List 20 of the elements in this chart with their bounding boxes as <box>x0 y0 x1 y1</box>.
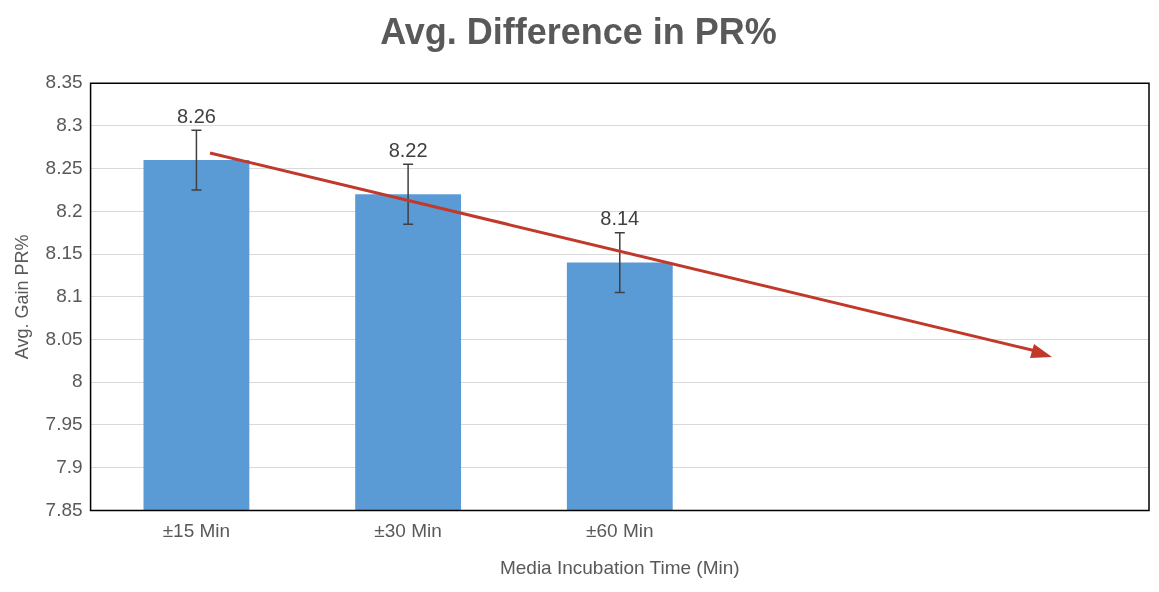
y-tick-label: 8 <box>72 370 83 392</box>
chart-title: Avg. Difference in PR% <box>380 10 777 52</box>
y-axis-title: Avg. Gain PR% <box>11 234 32 360</box>
y-tick-label: 8.1 <box>56 285 83 307</box>
x-tick-label: ±30 Min <box>374 520 442 542</box>
y-tick-label: 7.85 <box>45 498 83 520</box>
data-label: 8.26 <box>176 104 216 127</box>
x-tick-label: ±15 Min <box>162 520 231 542</box>
y-tick-label: 8.3 <box>56 114 83 136</box>
y-tick-label: 8.15 <box>45 242 83 264</box>
y-tick-label: 7.9 <box>56 455 83 477</box>
y-tick-label: 8.05 <box>45 327 83 349</box>
y-tick-label: 7.95 <box>45 413 83 435</box>
y-tick-label: 8.2 <box>56 199 83 221</box>
y-tick-label: 8.25 <box>45 156 83 178</box>
x-axis-title: Media Incubation Time (Min) <box>499 556 740 578</box>
x-tick-label: ±60 Min <box>586 520 654 542</box>
data-label: 8.14 <box>600 207 640 230</box>
y-tick-label: 8.35 <box>45 71 83 93</box>
data-label: 8.22 <box>388 138 428 161</box>
